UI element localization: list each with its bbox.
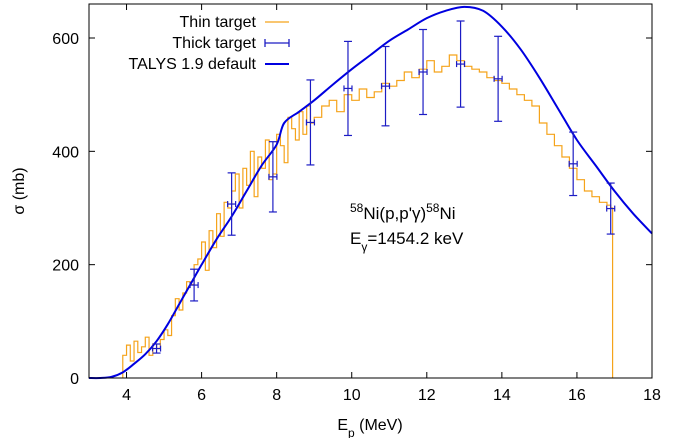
legend-label-thin: Thin target xyxy=(180,14,257,31)
thick-target-point xyxy=(305,79,316,166)
thick-target-point xyxy=(568,131,578,197)
gamma-energy-annotation: Eγ=1454.2 keV xyxy=(350,229,464,254)
axes-layer: 4 6 8 10 12 14 16 18 0 200 400 600 xyxy=(52,4,661,404)
x-axis-title: Ep (MeV) xyxy=(337,417,402,438)
x-tick-label: 18 xyxy=(643,387,661,404)
series-layer xyxy=(88,5,653,380)
y-tick-label: 600 xyxy=(52,31,79,48)
thick-target-point xyxy=(606,182,616,235)
plot-frame xyxy=(88,3,653,379)
thin-target-line xyxy=(122,54,614,378)
x-tick-label: 8 xyxy=(272,387,281,404)
y-tick-label: 0 xyxy=(70,371,79,388)
thick-target-point xyxy=(380,45,391,127)
thick-target-point xyxy=(343,40,353,137)
x-tick-label: 6 xyxy=(197,387,206,404)
thick-target-point xyxy=(189,268,199,302)
thick-target-point xyxy=(227,172,237,236)
y-tick-label: 200 xyxy=(52,258,79,275)
thick-target-point xyxy=(151,343,162,354)
thick-target-point xyxy=(455,20,466,108)
legend-swatch-thick xyxy=(264,39,290,47)
thick-target-point xyxy=(493,35,503,122)
x-tick-label: 10 xyxy=(343,387,361,404)
plot-area xyxy=(89,4,652,378)
thick-target-point xyxy=(268,141,278,213)
reaction-annotation: 58Ni(p,p'γ)58Ni xyxy=(350,201,456,223)
x-tick-label: 4 xyxy=(122,387,131,404)
y-axis-title: σ (mb) xyxy=(11,167,28,214)
x-tick-label: 14 xyxy=(493,387,511,404)
legend-label-thick: Thick target xyxy=(172,35,256,52)
legend: Thin target Thick target TALYS 1.9 defau… xyxy=(129,14,290,73)
talys-line xyxy=(88,5,653,380)
x-tick-label: 12 xyxy=(418,387,436,404)
thick-target-point xyxy=(418,28,428,116)
legend-label-talys: TALYS 1.9 default xyxy=(129,56,257,73)
x-tick-label: 16 xyxy=(568,387,586,404)
y-tick-label: 400 xyxy=(52,144,79,161)
